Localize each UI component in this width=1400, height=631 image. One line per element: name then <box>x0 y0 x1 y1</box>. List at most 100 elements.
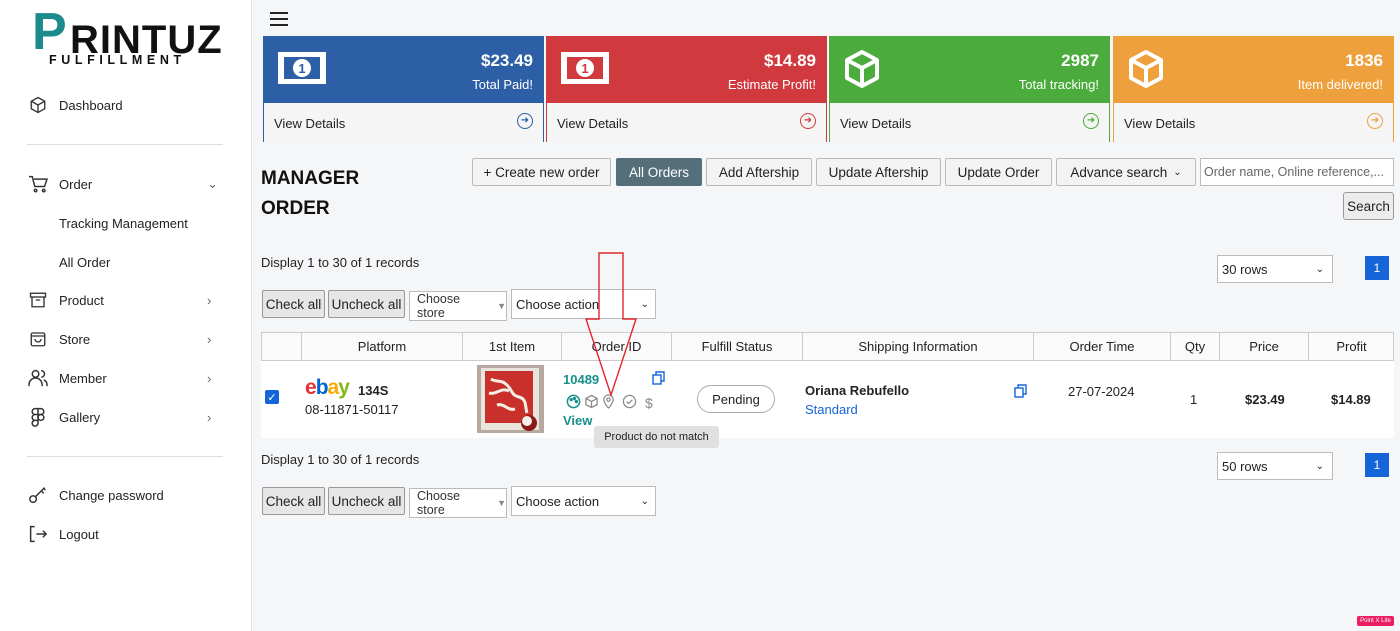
view-details-link[interactable]: View Details ➜ <box>264 103 543 142</box>
arrow-right-circle-icon: ➜ <box>800 113 816 129</box>
stat-label: Total tracking! <box>1018 77 1099 92</box>
header-first-item: 1st Item <box>462 333 561 360</box>
page-title: MANAGER ORDER <box>261 164 359 224</box>
order-price: $23.49 <box>1245 392 1285 407</box>
ebay-logo: ebay <box>305 376 350 399</box>
shipping-method: Standard <box>805 402 858 417</box>
sidebar-item-label: Store <box>59 331 91 347</box>
copy-icon[interactable] <box>652 371 665 388</box>
sidebar-item-label: Order <box>59 176 93 192</box>
sidebar-divider <box>27 456 223 457</box>
sidebar: P RINTUZ FULFILLMENT Dashboard Order ⌄ T… <box>0 0 252 631</box>
view-details-link[interactable]: View Details ➜ <box>547 103 826 142</box>
menu-icon[interactable] <box>270 12 288 26</box>
order-status-icons: $ <box>566 394 653 412</box>
cart-icon <box>27 173 49 195</box>
page-number-button-bottom[interactable]: 1 <box>1365 453 1389 477</box>
uncheck-all-button[interactable]: Uncheck all <box>328 290 405 318</box>
sidebar-subitem-tracking[interactable]: Tracking Management <box>59 216 188 231</box>
advance-search-button[interactable]: Advance search ⌄ <box>1056 158 1196 186</box>
chevron-down-icon: ⌄ <box>640 495 649 507</box>
sidebar-item-gallery[interactable]: Gallery › <box>0 400 252 434</box>
all-orders-button[interactable]: All Orders <box>616 158 702 186</box>
choose-action-select-bottom[interactable]: Choose action ⌄ <box>511 486 656 516</box>
check-all-button-bottom[interactable]: Check all <box>262 487 325 515</box>
money-icon: 1 <box>559 49 611 90</box>
arrow-right-circle-icon: ➜ <box>517 113 533 129</box>
chevron-right-icon: › <box>207 409 212 425</box>
sidebar-item-logout[interactable]: Logout <box>0 517 252 551</box>
choose-store-select[interactable]: Choose store ▼ <box>409 291 507 321</box>
tooltip: Product do not match <box>594 426 719 448</box>
cube-icon <box>1126 49 1166 92</box>
sidebar-item-dashboard[interactable]: Dashboard <box>0 88 252 122</box>
header-fulfill-status: Fulfill Status <box>671 333 802 360</box>
svg-text:1: 1 <box>298 61 305 76</box>
check-all-button[interactable]: Check all <box>262 290 325 318</box>
choose-store-label: Choose store <box>417 489 461 517</box>
sidebar-item-store[interactable]: Store › <box>0 322 252 356</box>
sidebar-item-product[interactable]: Product › <box>0 283 252 317</box>
rows-per-page-select[interactable]: 30 rows ⌄ <box>1217 255 1333 283</box>
stat-value: 2987 <box>1061 51 1099 70</box>
add-aftership-button[interactable]: Add Aftership <box>706 158 812 186</box>
stat-label: Estimate Profit! <box>727 77 816 92</box>
stat-value: $23.49 <box>481 51 533 70</box>
choose-action-select[interactable]: Choose action ⌄ <box>511 289 656 319</box>
chevron-down-icon: ⌄ <box>640 298 649 310</box>
dollar-icon[interactable]: $ <box>645 395 653 411</box>
update-order-button[interactable]: Update Order <box>945 158 1052 186</box>
uncheck-all-button-bottom[interactable]: Uncheck all <box>328 487 405 515</box>
archive-icon <box>27 289 49 311</box>
annotation-arrow-icon <box>585 252 637 397</box>
row-checkbox[interactable]: ✓ <box>265 390 279 404</box>
stat-label: Total Paid! <box>472 77 533 92</box>
cube-icon[interactable] <box>584 394 599 412</box>
rows-per-page-select-bottom[interactable]: 50 rows ⌄ <box>1217 452 1333 480</box>
sidebar-item-label: Logout <box>59 526 99 542</box>
order-qty: 1 <box>1190 392 1198 407</box>
choose-store-select-bottom[interactable]: Choose store ▼ <box>409 488 507 518</box>
stat-value: $14.89 <box>764 51 816 70</box>
order-id-link[interactable]: 10489 <box>563 372 600 387</box>
view-details-link[interactable]: View Details ➜ <box>830 103 1109 142</box>
table-row[interactable]: ✓ ebay 134S 08-11871-50117 10489 <box>261 361 1394 438</box>
order-profit: $14.89 <box>1331 392 1371 407</box>
logo-letter: P <box>32 3 67 61</box>
platform-reference: 08-11871-50117 <box>305 402 399 417</box>
sidebar-item-label: Member <box>59 370 107 386</box>
caret-down-icon: ▼ <box>497 498 506 508</box>
copy-icon[interactable] <box>1014 384 1027 401</box>
arrow-right-circle-icon: ➜ <box>1083 113 1099 129</box>
search-input[interactable]: Order name, Online reference,... <box>1200 158 1394 186</box>
stat-card: 1 $23.49 Total Paid! View Details ➜ <box>263 36 544 142</box>
extension-badge: Point X Lite <box>1357 616 1394 626</box>
sidebar-item-member[interactable]: Member › <box>0 361 252 395</box>
stat-value: 1836 <box>1345 51 1383 70</box>
page-number-button[interactable]: 1 <box>1365 256 1389 280</box>
update-aftership-button[interactable]: Update Aftership <box>816 158 941 186</box>
stat-label: Item delivered! <box>1297 77 1383 92</box>
sidebar-item-order[interactable]: Order ⌄ <box>0 167 252 201</box>
check-circle-icon[interactable] <box>622 394 637 412</box>
location-pin-icon[interactable] <box>602 394 615 412</box>
stat-card: 1836 Item delivered! View Details ➜ <box>1113 36 1394 142</box>
rows-per-page-value: 30 rows <box>1222 261 1268 277</box>
search-button[interactable]: Search <box>1343 192 1394 220</box>
header-shipping: Shipping Information <box>802 333 1033 360</box>
sidebar-item-change-password[interactable]: Change password <box>0 478 252 512</box>
chevron-right-icon: › <box>207 331 212 347</box>
page-title-line2: ORDER <box>261 198 330 219</box>
chevron-down-icon: ⌄ <box>1173 166 1182 178</box>
palette-icon[interactable] <box>566 394 581 412</box>
sidebar-subitem-all-order[interactable]: All Order <box>59 255 111 270</box>
header-order-time: Order Time <box>1033 333 1170 360</box>
brand-logo[interactable]: P RINTUZ FULFILLMENT <box>32 6 222 68</box>
view-details-link[interactable]: View Details ➜ <box>1114 103 1393 142</box>
create-order-button[interactable]: + Create new order <box>472 158 611 186</box>
logo-name: RINTUZ <box>70 18 223 62</box>
view-order-link[interactable]: View <box>563 413 593 428</box>
chevron-down-icon: ⌄ <box>1315 460 1324 472</box>
sidebar-item-label: Dashboard <box>59 97 123 113</box>
first-item-thumbnail[interactable] <box>477 365 544 433</box>
